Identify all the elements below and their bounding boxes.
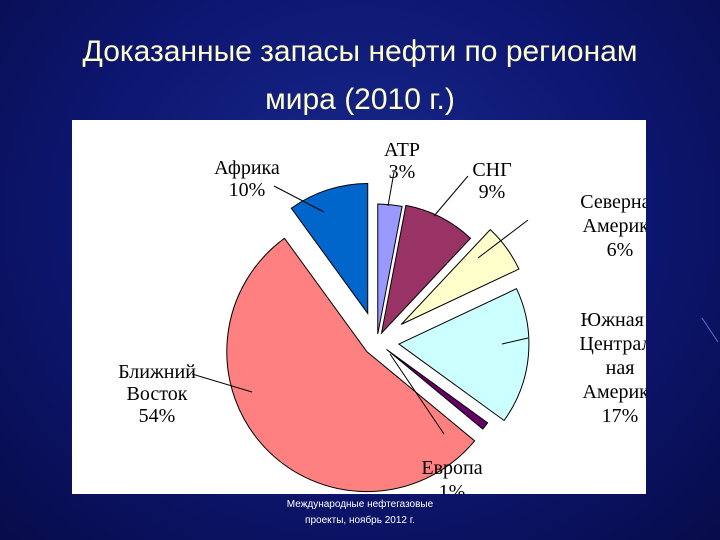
slice-label-line: Америка: [583, 215, 646, 237]
leader-line-0: [387, 171, 395, 207]
leader-line-6: [273, 185, 325, 213]
footer-line2: проекты, ноябрь 2012 г.: [305, 515, 415, 526]
pie-slice-5: [226, 237, 476, 493]
slice-label-line: 1%: [439, 481, 466, 494]
slice-label-line: Централь: [579, 333, 646, 355]
slice-label-1: СНГ 9%: [472, 159, 511, 203]
slide-footer: Международные нефтегазовые проекты, нояб…: [250, 497, 470, 529]
leader-line-5: [191, 373, 253, 393]
slice-label-3: Южная иЦентральнаяАмерика17%: [579, 309, 646, 427]
decorative-line: [701, 317, 719, 343]
slide-title-line1: Доказанные запасы нефти по регионам: [82, 35, 638, 68]
slice-label-line: Европа: [421, 457, 482, 479]
slice-label-2: СевернаяАмерика6%: [580, 191, 646, 261]
pie-slice-4: [386, 348, 489, 430]
slice-label-line: Африка: [214, 157, 280, 179]
leader-line-1: [433, 175, 469, 217]
slice-label-line: 17%: [602, 405, 639, 427]
slice-label-line: 3%: [389, 161, 416, 183]
slice-label-line: 10%: [229, 179, 266, 201]
slide-title-line2: мира (2010 г.): [265, 83, 455, 116]
pie-slice-0: [377, 203, 403, 335]
pie-slice-3: [397, 288, 530, 422]
leader-line-3: [501, 337, 529, 345]
footer-line1: Международные нефтегазовые: [286, 499, 434, 510]
slice-label-0: АТР 3%: [384, 139, 420, 183]
slice-label-line: Восток: [127, 383, 188, 405]
slide-title: Доказанные запасы нефти по регионам мира…: [0, 28, 720, 124]
pie-slice-1: [380, 204, 472, 335]
pie-slice-6: [290, 182, 369, 316]
pie-slice-2: [400, 228, 520, 325]
slice-label-5: Ближний Восток 54%: [118, 361, 196, 427]
slice-label-line: 6%: [607, 239, 634, 261]
slice-label-line: 9%: [479, 181, 506, 203]
slice-label-line: Ближний: [118, 361, 196, 383]
slice-label-4: Европа 1%: [421, 457, 482, 494]
slice-label-line: Америка: [583, 381, 646, 403]
slice-label-line: СНГ: [472, 159, 511, 181]
leader-line-2: [477, 219, 529, 259]
slice-label-line: Северная: [580, 191, 646, 213]
slice-label-line: Южная и: [580, 309, 646, 331]
slice-label-line: АТР: [384, 139, 420, 161]
slice-label-line: ная: [606, 357, 635, 379]
leader-line-4: [389, 353, 445, 435]
slice-label-6: Африка 10%: [214, 157, 280, 201]
slice-label-line: 54%: [139, 405, 176, 427]
